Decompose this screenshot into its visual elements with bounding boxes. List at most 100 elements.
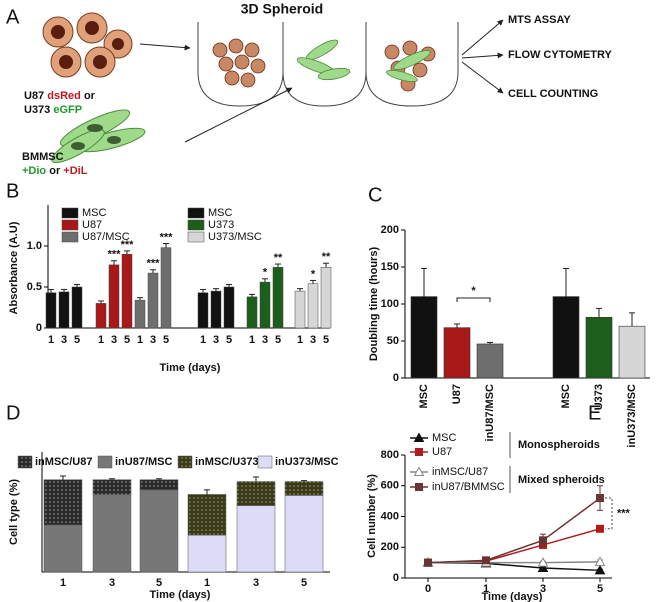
legend-label: U87 bbox=[82, 219, 102, 231]
y-tick-label: 100 bbox=[381, 298, 399, 310]
series-line bbox=[427, 497, 601, 564]
legend-swatch bbox=[61, 219, 79, 231]
significance: ** bbox=[274, 252, 283, 264]
output-label: MTS ASSAY bbox=[508, 14, 571, 26]
bar-segment bbox=[43, 524, 83, 573]
bar-segment bbox=[187, 494, 227, 536]
x-tick-label: 5 bbox=[275, 334, 281, 346]
bar bbox=[246, 296, 258, 329]
x-tick-label: 1 bbox=[204, 577, 210, 589]
legend-marker bbox=[413, 432, 425, 442]
y-tick-label: 0 bbox=[393, 572, 399, 584]
bar bbox=[210, 290, 222, 329]
x-tick-label: inU373/MSC bbox=[626, 384, 638, 448]
point bbox=[482, 556, 490, 565]
x-tick-label: 1 bbox=[48, 334, 54, 346]
point bbox=[539, 536, 547, 545]
significance: * bbox=[471, 285, 476, 297]
x-tick-label: 1 bbox=[60, 577, 66, 589]
legend-swatch bbox=[61, 207, 79, 219]
bar bbox=[134, 299, 146, 329]
output-label: FLOW CYTOMETRY bbox=[508, 49, 613, 61]
panel-letter: E bbox=[588, 402, 601, 424]
y-tick-label: 200 bbox=[381, 541, 399, 553]
significance: *** bbox=[160, 231, 174, 243]
legend-swatch bbox=[187, 219, 205, 231]
legend-label: MSC bbox=[208, 207, 233, 219]
bar bbox=[160, 247, 172, 329]
significance: ** bbox=[322, 251, 331, 263]
tumor-cells bbox=[42, 12, 133, 78]
x-tick-label: 1 bbox=[297, 334, 303, 346]
point bbox=[594, 556, 606, 566]
bar bbox=[294, 290, 306, 329]
bar bbox=[71, 286, 83, 329]
joiner: or bbox=[84, 90, 96, 102]
group-label: Mixed spheroids bbox=[518, 474, 605, 486]
bar bbox=[45, 292, 57, 329]
marker: dsRed bbox=[47, 90, 81, 102]
bar bbox=[320, 267, 332, 329]
bar-segment bbox=[43, 479, 83, 526]
bar-segment bbox=[187, 534, 227, 573]
legend-label: inU373/MSC bbox=[275, 456, 339, 468]
bar bbox=[121, 253, 133, 329]
bar bbox=[147, 272, 159, 329]
significance-bracket bbox=[605, 497, 613, 530]
legend-swatch bbox=[97, 455, 113, 469]
x-tick-label: 5 bbox=[163, 334, 169, 346]
x-tick-label: 5 bbox=[124, 334, 130, 346]
legend-label: U373 bbox=[208, 219, 234, 231]
legend-swatch bbox=[61, 231, 79, 243]
y-axis-label: Doubling time (hours) bbox=[368, 247, 380, 362]
y-axis-label: Cell number (%) bbox=[366, 474, 378, 558]
legend-label: inU87/BMMSC bbox=[432, 481, 505, 493]
x-tick-label: 1 bbox=[249, 334, 255, 346]
tumor-label: U373 eGFP bbox=[24, 104, 82, 116]
x-tick-label: 3 bbox=[61, 334, 67, 346]
legend-label: inMSC/U87 bbox=[35, 456, 92, 468]
x-tick-label: 3 bbox=[253, 577, 259, 589]
bar bbox=[95, 303, 107, 329]
x-tick-label: 3 bbox=[540, 583, 546, 595]
point bbox=[594, 564, 606, 575]
legend-label: inMSC/U87 bbox=[432, 466, 488, 478]
y-tick-label: 800 bbox=[381, 449, 399, 461]
stroma-cells bbox=[51, 109, 146, 164]
bar bbox=[476, 343, 504, 379]
legend-swatch bbox=[187, 231, 205, 243]
x-tick-label: 0 bbox=[425, 583, 431, 595]
x-tick-label: 3 bbox=[262, 334, 268, 346]
bar bbox=[307, 283, 319, 329]
x-tick-label: 5 bbox=[597, 583, 603, 595]
bar bbox=[272, 267, 284, 329]
legend-swatch bbox=[257, 455, 273, 469]
y-tick-label: 50 bbox=[387, 335, 399, 347]
x-tick-label: 3 bbox=[310, 334, 316, 346]
panel-letter: C bbox=[368, 184, 382, 206]
x-tick-label: 5 bbox=[74, 334, 80, 346]
x-tick-label: 5 bbox=[323, 334, 329, 346]
x-axis-label: Time (days) bbox=[160, 362, 221, 374]
panel-a: A 3D Spheroid U87 dsRed or U373 eGFP BMM… bbox=[6, 1, 613, 177]
significance: *** bbox=[617, 507, 631, 519]
x-tick-label: MSC bbox=[560, 384, 572, 409]
wells bbox=[197, 22, 459, 107]
x-tick-label: 3 bbox=[111, 334, 117, 346]
legend-label: inU87/MSC bbox=[115, 456, 173, 468]
bar bbox=[197, 292, 209, 329]
y-tick-label: 200 bbox=[381, 224, 399, 236]
x-axis-label: Time (days) bbox=[482, 591, 543, 602]
x-tick-label: 3 bbox=[109, 577, 115, 589]
bar-segment bbox=[139, 479, 179, 491]
significance: * bbox=[263, 267, 268, 279]
bar bbox=[585, 317, 613, 379]
group-label: Monospheroids bbox=[518, 439, 600, 451]
x-tick-label: 3 bbox=[213, 334, 219, 346]
stroma-label: BMMSC bbox=[22, 151, 64, 163]
significance: *** bbox=[147, 258, 161, 270]
marker: +Dio bbox=[22, 165, 46, 177]
legend-swatch bbox=[187, 207, 205, 219]
y-tick-label: 1.0 bbox=[27, 240, 42, 252]
panel-letter: D bbox=[6, 402, 20, 424]
